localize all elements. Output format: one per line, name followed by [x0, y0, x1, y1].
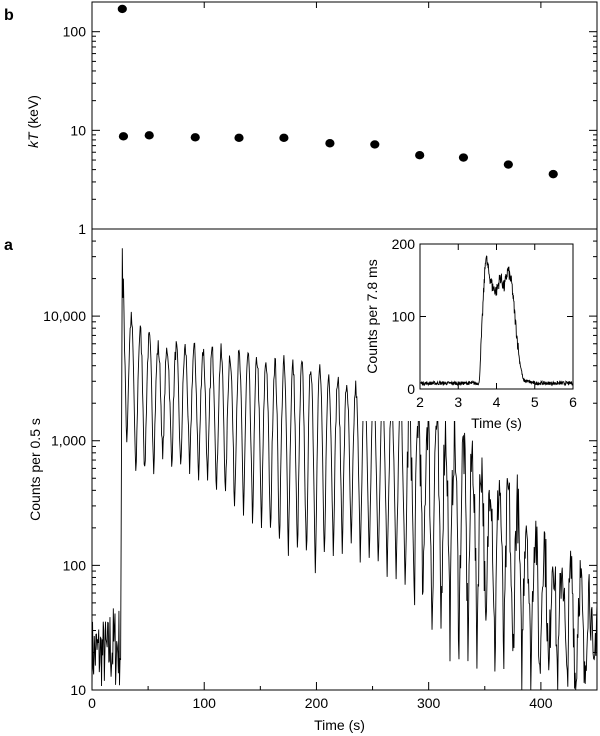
panel-b-y-tick-label: 10 — [70, 122, 86, 138]
panel-a-y-tick-label: 1,000 — [51, 433, 86, 449]
panel-a-x-axis-label: Time (s) — [314, 717, 365, 733]
panel-b-y-tick-label: 100 — [63, 24, 87, 40]
panel-a-x-tick-label: 300 — [417, 695, 441, 711]
inset-burst-profile: 0 100 200 2 3 4 5 6 Counts per 7.8 ms Time (s) — [360, 230, 585, 431]
panel-b-data-point — [190, 133, 200, 142]
panel-b-data-point — [234, 133, 244, 143]
panel-b-frame — [91, 1, 598, 230]
inset-y-axis: 0 100 200 — [392, 236, 573, 397]
panel-b-letter: b — [4, 7, 14, 24]
panel-b-data-point — [279, 133, 289, 143]
panel-a-x-axis: 0 100 200 300 400 — [88, 682, 553, 711]
inset-x-tick-label: 5 — [531, 394, 539, 410]
panel-b-data-point — [117, 4, 127, 14]
panel-a-x-tick-label: 0 — [88, 695, 96, 711]
inset-x-axis-label: Time (s) — [471, 415, 522, 431]
inset-background — [360, 230, 585, 421]
panel-a-y-axis-label: Counts per 0.5 s — [27, 418, 43, 521]
inset-y-tick-label: 200 — [392, 236, 416, 252]
panel-b-y-axis: 10 100 — [63, 1, 597, 230]
panel-b-data-point — [370, 140, 380, 149]
panel-b-data-point — [548, 169, 558, 179]
panel-a-y-tick-label: 10 — [70, 682, 86, 698]
panel-a-y-tick-label: 10,000 — [43, 308, 86, 324]
panel-b-y-axis-label-italic: kT — [25, 131, 41, 148]
panel-a-lightcurve-line — [91, 248, 598, 691]
inset-y-tick-label: 0 — [407, 381, 415, 397]
inset-y-axis-label: Counts per 7.8 ms — [364, 259, 380, 373]
inset-x-tick-label: 4 — [493, 394, 501, 410]
panel-a-x-tick-label: 200 — [305, 695, 329, 711]
panel-a-frame — [91, 228, 598, 691]
panel-b-data-point — [144, 131, 154, 140]
panel-b-data-point — [458, 153, 469, 162]
inset-x-tick-label: 2 — [416, 394, 424, 410]
panel-b-data-point — [325, 139, 335, 148]
panel-b-data-point — [503, 160, 513, 169]
panel-a-x-tick-label: 400 — [529, 695, 553, 711]
panel-b-data-point — [415, 150, 425, 160]
panel-b-y-axis-label: kT (keV) — [25, 95, 41, 148]
inset-x-axis: 2 3 4 5 6 — [416, 244, 577, 410]
inset-profile-line — [419, 255, 574, 387]
panel-a-letter: a — [4, 237, 13, 254]
panel-a-x-tick-label: 100 — [193, 695, 217, 711]
panel-b-data-points — [117, 4, 558, 179]
inset-y-tick-label: 100 — [392, 309, 416, 325]
panel-b-kt-plot: 10 100 kT (keV) b — [4, 1, 598, 230]
panel-a-y-tick-label: 100 — [63, 557, 87, 573]
inset-x-tick-label: 6 — [569, 394, 577, 410]
panel-b-data-point — [118, 132, 129, 141]
panel-b-y-tick-label: 1 — [78, 221, 86, 237]
panel-a-lightcurve: 1 10 100 1,000 10,000 0 100 200 300 400 Counts p… — [4, 221, 598, 733]
panel-b-y-axis-label-unit: (keV) — [25, 95, 41, 132]
panel-a-y-axis: 1 10 100 1,000 10,000 — [43, 221, 597, 698]
inset-x-tick-label: 3 — [454, 394, 462, 410]
